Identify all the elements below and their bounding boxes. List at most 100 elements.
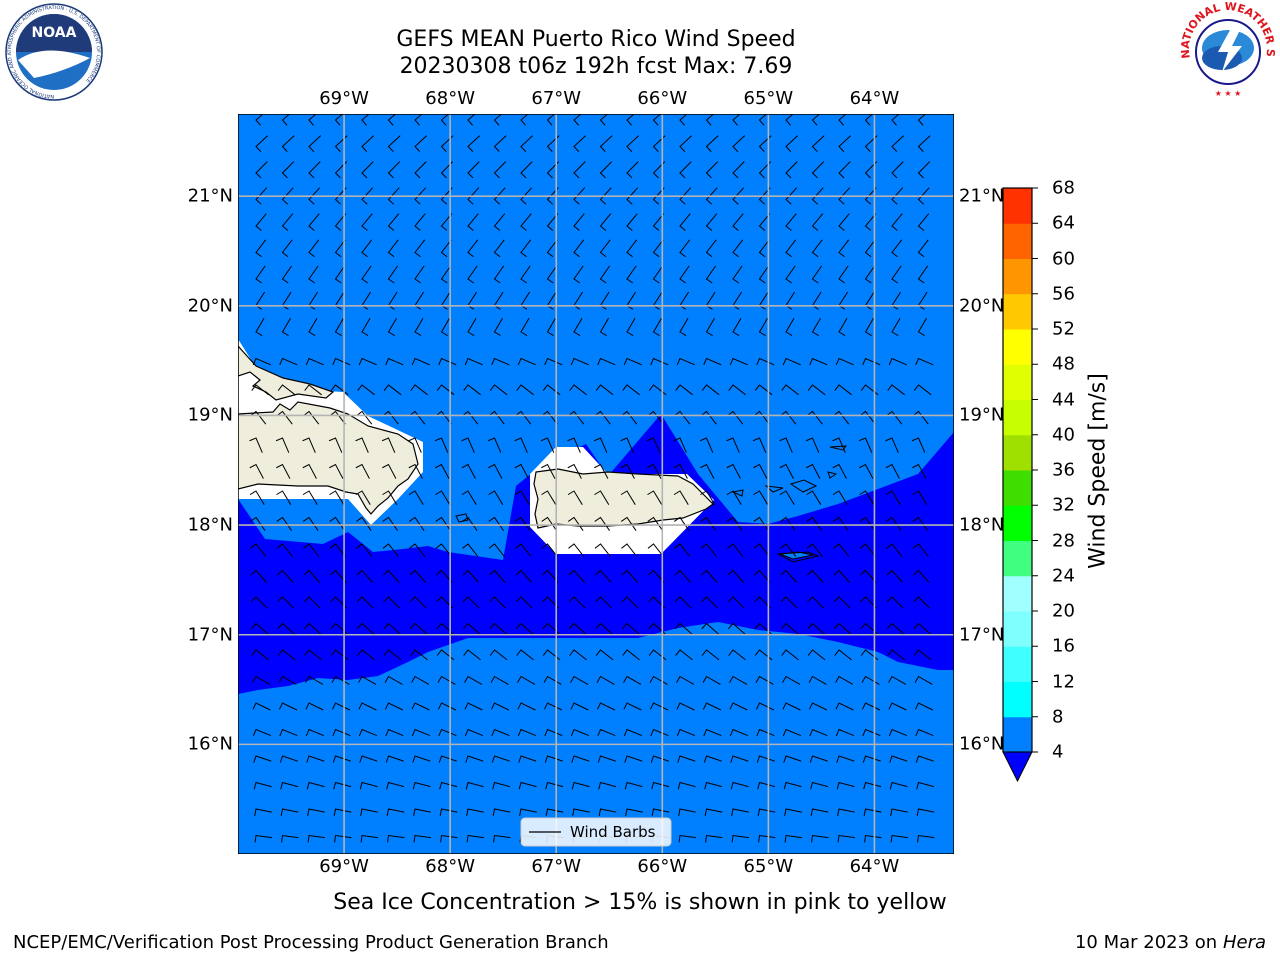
colorbar-segment bbox=[1003, 540, 1032, 577]
wind-barb bbox=[493, 187, 506, 205]
wind-barb bbox=[386, 781, 405, 790]
wind-barb bbox=[305, 728, 324, 737]
wind-barb bbox=[361, 187, 374, 205]
wind-barb bbox=[596, 675, 615, 685]
wind-barb bbox=[356, 622, 375, 635]
wind-barb bbox=[914, 675, 933, 685]
chart-title: GEFS MEAN Puerto Rico Wind Speed bbox=[396, 27, 796, 52]
colorbar-tick-label: 36 bbox=[1052, 459, 1075, 481]
wind-barb bbox=[701, 384, 720, 396]
wind-barb bbox=[276, 490, 292, 505]
wind-barb bbox=[438, 755, 457, 763]
wind-barb bbox=[598, 808, 617, 816]
wind-barb bbox=[489, 649, 508, 661]
wind-barb bbox=[516, 649, 534, 661]
wind-barb bbox=[255, 213, 267, 231]
bottom-tick-label: 65°W bbox=[743, 856, 794, 877]
wind-barb bbox=[780, 596, 798, 609]
wind-barb bbox=[361, 114, 370, 126]
wind-barb bbox=[493, 265, 505, 284]
wind-barb bbox=[809, 728, 828, 737]
left-tick-label: 18°N bbox=[187, 514, 233, 536]
wind-barb bbox=[679, 161, 692, 179]
wind-barb bbox=[414, 265, 425, 284]
wind-barb bbox=[515, 596, 533, 609]
wind-barb bbox=[758, 834, 776, 843]
wind-barb bbox=[731, 834, 749, 843]
virgin-islands-4 bbox=[829, 445, 848, 451]
wind-barb bbox=[701, 596, 719, 609]
wind-barb bbox=[467, 317, 477, 336]
wind-barb bbox=[414, 135, 428, 152]
wind-barb bbox=[916, 808, 935, 816]
wind-barb bbox=[487, 437, 502, 453]
wind-barb bbox=[889, 755, 908, 763]
wind-barb bbox=[652, 317, 662, 336]
wind-barb bbox=[673, 490, 689, 505]
wind-barb bbox=[356, 410, 373, 425]
wind-barb bbox=[541, 569, 559, 583]
wind-barb bbox=[834, 649, 852, 661]
wind-barb bbox=[785, 161, 798, 179]
wind-barb bbox=[514, 516, 531, 531]
wind-barb bbox=[912, 490, 928, 505]
wind-barb bbox=[595, 622, 613, 635]
wind-barb bbox=[278, 702, 298, 711]
top-tick-label: 66°W bbox=[637, 88, 688, 109]
wind-barb bbox=[780, 569, 797, 583]
wind-barb bbox=[758, 161, 772, 179]
wind-barb bbox=[302, 490, 318, 505]
wind-barb bbox=[864, 135, 878, 152]
wind-barb bbox=[756, 755, 775, 763]
hispaniola-land bbox=[238, 345, 419, 515]
wind-barb bbox=[276, 463, 291, 479]
wind-barb bbox=[626, 114, 635, 126]
wind-barb bbox=[463, 384, 481, 396]
wind-barb bbox=[467, 265, 478, 284]
wind-barb bbox=[302, 463, 317, 479]
wind-barb bbox=[461, 490, 477, 505]
wind-barb bbox=[864, 265, 876, 284]
wind-barb bbox=[779, 490, 795, 505]
wind-barb bbox=[785, 317, 795, 336]
wind-barb bbox=[489, 596, 507, 609]
wind-barb bbox=[333, 808, 352, 816]
wind-barb bbox=[250, 596, 268, 609]
wind-barb bbox=[782, 702, 801, 711]
wind-barb bbox=[702, 702, 722, 711]
wind-barb bbox=[811, 317, 821, 336]
wind-barb bbox=[888, 728, 907, 737]
wind-barb bbox=[488, 463, 503, 479]
wind-barb bbox=[705, 114, 715, 126]
wind-barb bbox=[705, 265, 717, 284]
wind-barb bbox=[281, 135, 295, 152]
sea-ice-caption: Sea Ice Concentration > 15% is shown in … bbox=[333, 890, 947, 915]
wind-barb bbox=[758, 239, 770, 258]
wind-barb bbox=[780, 622, 799, 635]
wind-barb bbox=[805, 437, 820, 453]
st-croix-island bbox=[776, 551, 820, 563]
gridlines bbox=[238, 114, 954, 854]
wind-barb bbox=[835, 357, 854, 366]
wind-barb bbox=[863, 808, 882, 816]
wind-barb bbox=[729, 702, 748, 711]
wind-barb bbox=[700, 569, 718, 583]
wind-barb bbox=[599, 213, 612, 231]
wind-barb bbox=[594, 516, 610, 531]
wind-barb bbox=[329, 490, 345, 505]
wind-barb bbox=[838, 135, 852, 152]
colorbar-tick-label: 48 bbox=[1052, 353, 1075, 375]
wind-barb bbox=[280, 781, 299, 790]
bottom-tick-label: 67°W bbox=[531, 856, 582, 877]
wind-barb bbox=[917, 317, 927, 336]
culebra-island bbox=[731, 489, 744, 497]
wind-barb bbox=[626, 187, 639, 205]
wind-barb bbox=[303, 410, 320, 425]
svg-text:★ ★ ★: ★ ★ ★ bbox=[1215, 89, 1242, 98]
colorbar-tick-label: 60 bbox=[1052, 248, 1075, 269]
wind-barb bbox=[409, 543, 426, 557]
wind-barb bbox=[757, 781, 776, 790]
wind-barb bbox=[440, 161, 454, 179]
wind-barb bbox=[569, 649, 587, 661]
wind-barb bbox=[438, 357, 457, 366]
